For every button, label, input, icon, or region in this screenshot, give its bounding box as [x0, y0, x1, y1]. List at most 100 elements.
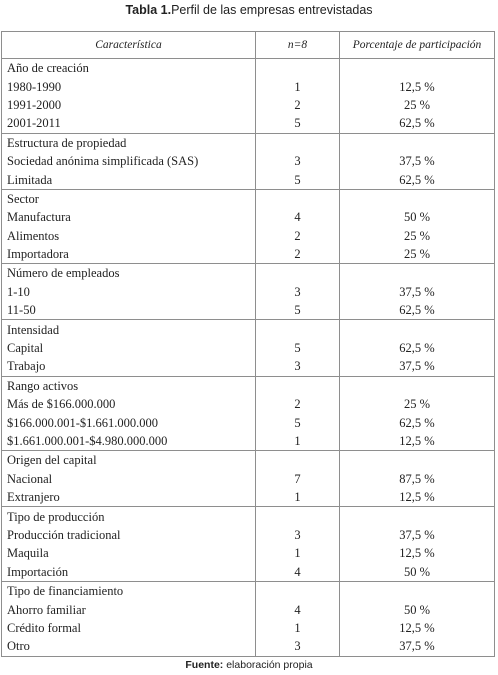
table-row: 11-50 5 62,5 % [1, 301, 495, 320]
row-percentage: 50 % [339, 562, 495, 582]
table-row: 1980-1990 1 12,5 % [1, 77, 495, 96]
row-count: 7 [255, 469, 340, 488]
table-row: Más de $166.000.000 2 25 % [1, 395, 495, 414]
section-heading-row: Tipo de producción [1, 506, 495, 526]
row-percentage: 62,5 % [339, 114, 495, 134]
section-heading: Estructura de propiedad [1, 132, 256, 152]
row-count: 2 [255, 244, 340, 264]
row-label: Nacional [1, 469, 256, 488]
section-heading: Tipo de producción [1, 506, 256, 526]
row-count: 3 [255, 357, 340, 377]
row-percentage: 25 % [339, 244, 495, 264]
table-row: Nacional 7 87,5 % [1, 469, 495, 488]
header-percentage: Porcentaje de participación [339, 31, 495, 59]
empty-cell [255, 580, 340, 601]
empty-cell [255, 319, 340, 339]
section-heading: Intensidad [1, 319, 256, 339]
table-row: 1-10 3 37,5 % [1, 282, 495, 302]
section-heading: Rango activos [1, 375, 256, 396]
table-row: Importadora 2 25 % [1, 244, 495, 264]
row-count: 2 [255, 226, 340, 245]
empty-cell [255, 263, 340, 283]
section-heading-row: Intensidad [1, 319, 495, 339]
table-number: Tabla 1. [125, 3, 172, 17]
section-heading: Tipo de financiamiento [1, 580, 256, 601]
row-label: Más de $166.000.000 [1, 395, 256, 414]
empty-cell [339, 263, 495, 283]
row-label: $1.661.000.001-$4.980.000.000 [1, 431, 256, 451]
row-label: Maquila [1, 544, 256, 563]
row-percentage: 37,5 % [339, 637, 495, 657]
row-count: 5 [255, 338, 340, 358]
row-count: 1 [255, 544, 340, 563]
row-label: Producción tradicional [1, 525, 256, 545]
table-row: Crédito formal 1 12,5 % [1, 618, 495, 638]
row-count: 1 [255, 431, 340, 451]
empty-cell [339, 58, 495, 78]
section-heading: Número de empleados [1, 263, 256, 283]
section-heading-row: Tipo de financiamiento [1, 580, 495, 601]
row-percentage: 37,5 % [339, 357, 495, 377]
table-row: 2001-2011 5 62,5 % [1, 114, 495, 134]
row-percentage: 62,5 % [339, 413, 495, 432]
empty-cell [339, 132, 495, 152]
row-label: Capital [1, 338, 256, 358]
section-heading-row: Rango activos [1, 375, 495, 396]
table-row: $1.661.000.001-$4.980.000.000 1 12,5 % [1, 431, 495, 451]
row-percentage: 12,5 % [339, 618, 495, 638]
row-label: 1991-2000 [1, 95, 256, 115]
table-row: 1991-2000 2 25 % [1, 95, 495, 115]
row-percentage: 62,5 % [339, 338, 495, 358]
row-label: Trabajo [1, 357, 256, 377]
row-count: 3 [255, 282, 340, 302]
row-label: Otro [1, 637, 256, 657]
row-label: $166.000.001-$1.661.000.000 [1, 413, 256, 432]
row-label: 11-50 [1, 301, 256, 320]
source-label: Fuente: [185, 659, 224, 671]
row-count: 3 [255, 525, 340, 545]
section-heading-row: Número de empleados [1, 263, 495, 283]
row-count: 5 [255, 114, 340, 134]
row-label: Extranjero [1, 487, 256, 507]
table-row: Manufactura 4 50 % [1, 208, 495, 227]
row-count: 1 [255, 618, 340, 638]
empty-cell [339, 450, 495, 470]
row-percentage: 50 % [339, 600, 495, 619]
empty-cell [339, 319, 495, 339]
row-percentage: 25 % [339, 226, 495, 245]
table-row: Sociedad anónima simplificada (SAS) 3 37,5… [1, 151, 495, 171]
row-percentage: 37,5 % [339, 151, 495, 171]
header-row: Característica n=8 Porcentaje de partici… [1, 31, 495, 59]
row-label: Manufactura [1, 208, 256, 227]
table-row: Otro 3 37,5 % [1, 637, 495, 657]
section-heading: Origen del capital [1, 450, 256, 470]
row-percentage: 62,5 % [339, 170, 495, 190]
row-count: 1 [255, 77, 340, 96]
header-n: n=8 [255, 31, 340, 59]
section-heading: Año de creación [1, 58, 256, 78]
row-label: 1-10 [1, 282, 256, 302]
empty-cell [339, 580, 495, 601]
row-label: 1980-1990 [1, 77, 256, 96]
table-row: Importación 4 50 % [1, 562, 495, 582]
empty-cell [255, 506, 340, 526]
row-percentage: 12,5 % [339, 77, 495, 96]
table-row: Extranjero 1 12,5 % [1, 487, 495, 507]
section-heading-row: Sector [1, 188, 495, 209]
header-characteristic: Característica [1, 31, 256, 59]
profile-table: Característica n=8 Porcentaje de partici… [1, 31, 495, 657]
section-heading-row: Año de creación [1, 58, 495, 78]
source-note: Fuente: elaboración propia [0, 659, 498, 671]
table-row: Ahorro familiar 4 50 % [1, 600, 495, 619]
row-label: Importación [1, 562, 256, 582]
empty-cell [339, 506, 495, 526]
table-body: Año de creación 1980-1990 1 12,5 % 1991-2000… [1, 58, 495, 657]
table-row: Alimentos 2 25 % [1, 226, 495, 245]
section-heading-row: Estructura de propiedad [1, 132, 495, 152]
row-count: 3 [255, 151, 340, 171]
row-percentage: 37,5 % [339, 525, 495, 545]
empty-cell [255, 188, 340, 209]
row-percentage: 62,5 % [339, 301, 495, 320]
row-label: Ahorro familiar [1, 600, 256, 619]
row-percentage: 25 % [339, 95, 495, 115]
